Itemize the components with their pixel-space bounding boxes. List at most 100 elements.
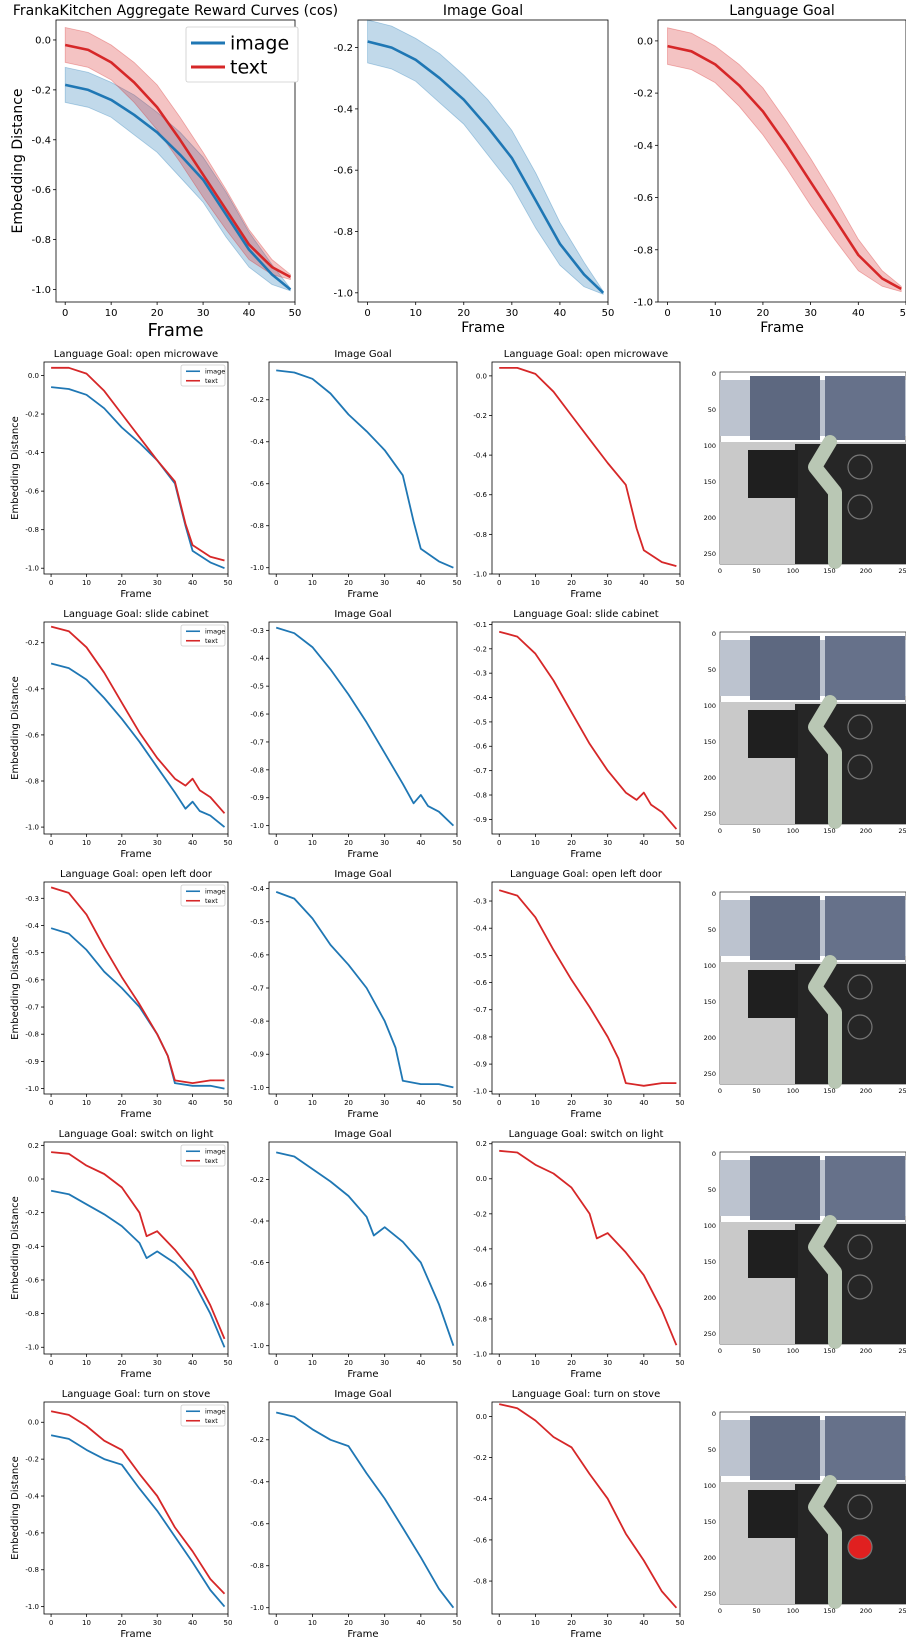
legend-label-image: image [205, 1148, 225, 1156]
image-x-tick-label: 150 [823, 1087, 835, 1095]
x-tick-label: 0 [497, 839, 501, 847]
y-tick-label: -0.8 [25, 1566, 39, 1574]
image-x-tick-label: 100 [787, 1087, 799, 1095]
x-tick-label: 50 [453, 579, 462, 587]
image-x-tick-label: 100 [787, 1607, 799, 1615]
legend-label-text: text [205, 897, 218, 905]
x-axis-label: Frame [120, 589, 151, 600]
image-y-tick-label: 200 [704, 514, 716, 522]
axes-frame [43, 1141, 229, 1355]
y-tick-label: -0.8 [633, 245, 653, 256]
panel-title: Language Goal: open left door [60, 869, 213, 880]
x-tick-label: 0 [274, 839, 278, 847]
panel-title: Language Goal: switch on light [509, 1129, 664, 1140]
x-tick-label: 0 [497, 579, 501, 587]
row-panel-2: 0 10 20 30 40 50 -0.2 -0.4 -0.6 -0.8 -1.0 Image Goa… [250, 1129, 461, 1380]
image-x-tick-label: 100 [787, 1347, 799, 1355]
x-tick-label: 10 [531, 1619, 540, 1627]
x-tick-label: 30 [197, 308, 210, 319]
robot-arm [808, 1475, 842, 1609]
y-tick-label: -0.8 [25, 526, 39, 534]
y-tick-label: -0.6 [473, 1536, 487, 1544]
series-line-image [275, 891, 454, 1089]
y-tick-label: -0.6 [250, 711, 264, 719]
series-line-text [499, 366, 677, 567]
axes-frame [43, 621, 229, 835]
series-line-text [50, 1410, 226, 1595]
x-axis-label: Frame [120, 1629, 151, 1640]
legend-label-image: image [205, 1408, 225, 1416]
y-tick-label: -0.5 [473, 718, 487, 726]
axes-frame [268, 1401, 458, 1615]
y-tick-label: -1.0 [250, 1084, 264, 1092]
image-x-tick-label: 100 [787, 827, 799, 835]
x-tick-label: 50 [676, 1099, 685, 1107]
row-panel-2: 0 10 20 30 40 50 -0.3 -0.4 -0.5 -0.6 -0.7 -0.8 -0.9 -… [250, 609, 461, 860]
x-tick-label: 10 [308, 839, 317, 847]
y-tick-label: -0.6 [25, 1276, 39, 1284]
y-tick-label: -0.2 [25, 1209, 39, 1217]
axes-frame [268, 621, 458, 835]
row-panel-1: 0 10 20 30 40 50 0.2 0.0 -0.2 -0.4 -0.6 -0.8 -1.0 Lan… [10, 1129, 232, 1380]
series-line-image [275, 626, 455, 827]
image-y-tick-label: 50 [708, 406, 716, 414]
x-tick-label: 10 [82, 1099, 91, 1107]
series-line-image [51, 386, 225, 570]
panel-title: Image Goal [334, 1129, 391, 1140]
x-tick-label: 40 [554, 308, 567, 319]
legend-label-text: text [205, 637, 218, 645]
x-tick-label: 40 [416, 579, 425, 587]
y-tick-label: 0.2 [28, 1142, 39, 1150]
panel-title: Language Goal: open microwave [504, 349, 668, 360]
x-tick-label: 10 [308, 579, 317, 587]
y-tick-label: -0.4 [473, 1495, 487, 1503]
panel-title: Language Goal: switch on light [59, 1129, 214, 1140]
y-tick-label: -1.0 [633, 298, 653, 309]
y-axis-label: Embedding Distance [10, 1196, 21, 1300]
y-tick-label: -0.2 [473, 1210, 487, 1218]
series-line-image [50, 1434, 226, 1608]
y-tick-label: -0.8 [473, 791, 487, 799]
x-tick-label: 40 [188, 1099, 197, 1107]
row-panel-2: 0 10 20 30 40 50 -0.2 -0.4 -0.6 -0.8 -1.0 Image Goa… [250, 1389, 461, 1640]
y-tick-label: -0.3 [473, 670, 487, 678]
series-line-text [64, 43, 292, 279]
y-tick-label: -0.4 [633, 141, 653, 152]
x-tick-label: 30 [603, 1099, 612, 1107]
panel-title: Language Goal: slide cabinet [513, 609, 659, 620]
y-tick-label: -0.4 [473, 452, 487, 460]
robot-arm [808, 1215, 842, 1349]
series-line-text [667, 44, 902, 291]
y-tick-label: -0.9 [473, 816, 487, 824]
y-tick-label: -0.1 [473, 621, 487, 629]
x-tick-label: 50 [676, 1359, 685, 1367]
y-tick-label: -0.4 [25, 449, 39, 457]
image-x-tick-label: 100 [787, 567, 799, 575]
x-tick-label: 40 [416, 1359, 425, 1367]
x-tick-label: 20 [151, 308, 164, 319]
image-y-tick-label: 100 [704, 962, 716, 970]
y-tick-label: -0.6 [25, 731, 39, 739]
y-tick-label: -0.6 [473, 743, 487, 751]
y-tick-label: -0.7 [25, 1003, 39, 1011]
x-tick-label: 40 [639, 839, 648, 847]
y-tick-label: -0.7 [250, 984, 264, 992]
y-tick-label: -0.8 [250, 522, 264, 530]
y-tick-label: -0.2 [25, 639, 39, 647]
axes-frame [268, 881, 458, 1095]
x-tick-label: 30 [603, 579, 612, 587]
image-y-tick-label: 50 [708, 1186, 716, 1194]
y-tick-label: 0.0 [28, 1175, 39, 1183]
y-tick-label: -0.4 [473, 694, 487, 702]
x-tick-label: 30 [153, 839, 162, 847]
image-x-tick-label: 0 [718, 1347, 722, 1355]
y-tick-label: -0.8 [333, 227, 353, 238]
y-tick-label: -0.4 [25, 922, 39, 930]
x-tick-label: 50 [900, 308, 906, 319]
y-tick-label: -1.0 [473, 570, 487, 578]
image-x-tick-label: 50 [752, 567, 760, 575]
panel-title: Language Goal: open left door [510, 869, 663, 880]
axes-frame [268, 1141, 458, 1355]
image-y-tick-label: 50 [708, 1446, 716, 1454]
